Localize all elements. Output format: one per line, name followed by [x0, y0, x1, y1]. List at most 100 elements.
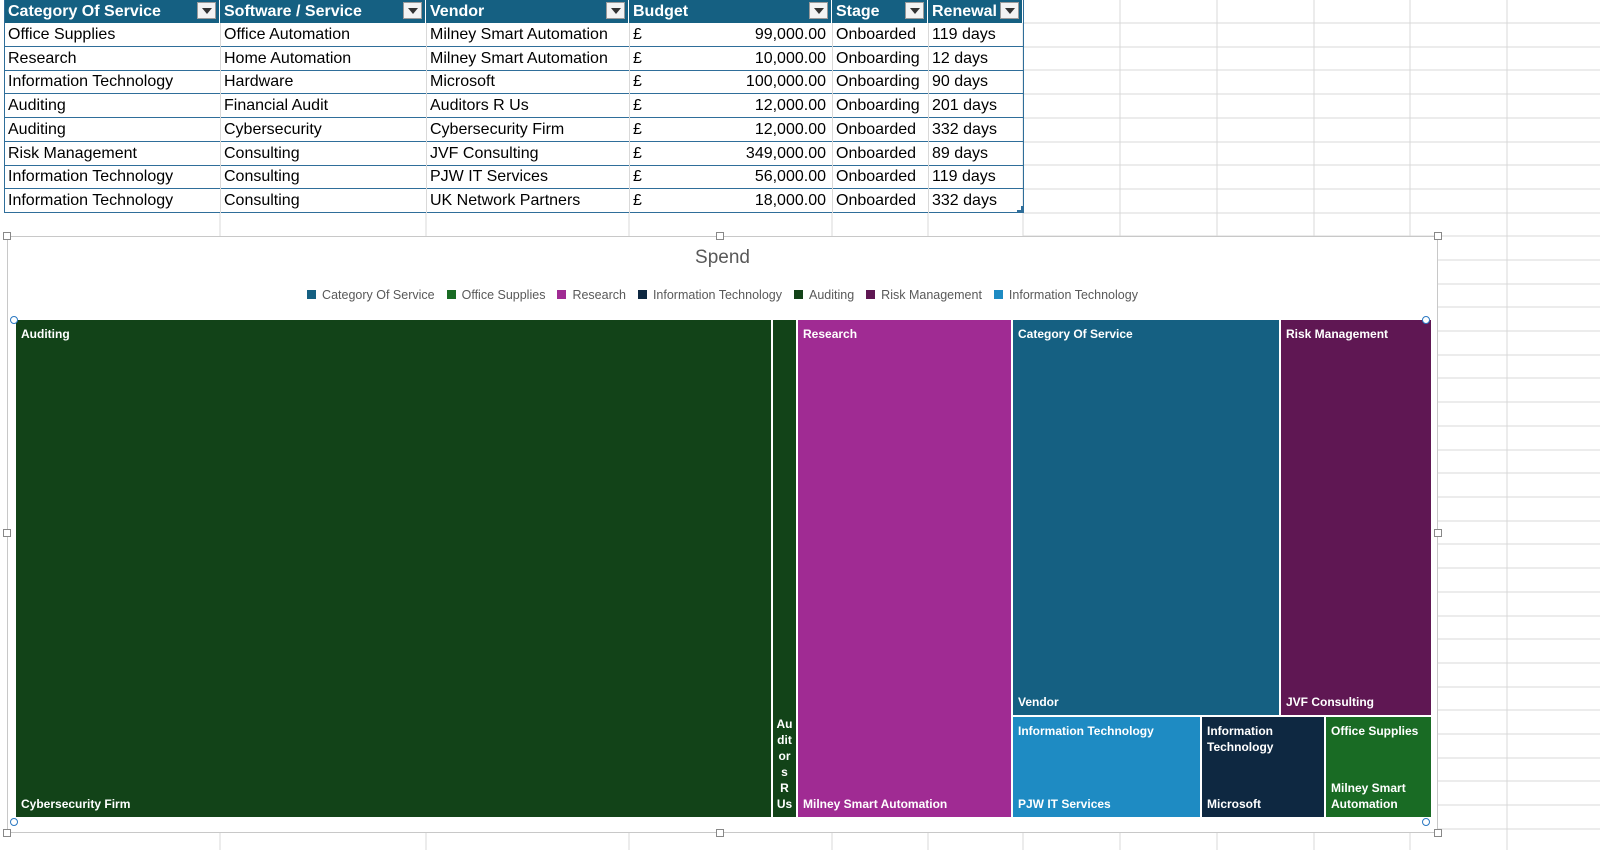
table-cell-currency[interactable]: £ [633, 73, 642, 91]
col-header-service[interactable]: Software / Service [220, 0, 426, 23]
treemap-tile[interactable]: Information Technology PJW IT Services [1013, 717, 1202, 819]
table-cell-stage[interactable]: Onboarded [836, 144, 917, 162]
table-resize-handle[interactable] [1017, 206, 1023, 212]
table-cell-renewal[interactable]: 119 days [932, 168, 996, 186]
legend-item[interactable]: Research [557, 288, 626, 302]
treemap-tile[interactable]: Auditors R Us [773, 320, 798, 819]
chart-resize-handle[interactable] [3, 829, 11, 837]
table-cell-stage[interactable]: Onboarded [836, 120, 917, 138]
legend-item[interactable]: Information Technology [993, 288, 1138, 302]
chart-resize-handle[interactable] [1434, 232, 1442, 240]
table-cell-budget[interactable]: 10,000.00 [754, 49, 826, 67]
table-cell-vendor[interactable]: Auditors R Us [430, 97, 529, 115]
table-cell-budget[interactable]: 18,000.00 [754, 191, 826, 209]
legend-item[interactable]: Information Technology [637, 288, 782, 302]
col-header-budget[interactable]: Budget [629, 0, 832, 23]
table-cell-currency[interactable]: £ [633, 26, 642, 43]
chart-resize-handle[interactable] [716, 232, 724, 240]
treemap-tile[interactable]: Auditing Cybersecurity Firm [16, 320, 773, 819]
table-cell-category[interactable]: Information Technology [8, 191, 174, 209]
table-cell-budget[interactable]: 349,000.00 [745, 144, 826, 162]
table-cell-category[interactable]: Risk Management [8, 144, 137, 162]
plot-area-handle[interactable] [10, 316, 18, 324]
table-cell-stage[interactable]: Onboarded [836, 26, 917, 43]
filter-dropdown-icon[interactable] [809, 2, 828, 19]
treemap-tile[interactable]: Office Supplies Milney Smart Automation [1326, 717, 1433, 819]
table-cell-vendor[interactable]: JVF Consulting [430, 144, 539, 162]
table-cell-renewal[interactable]: 12 days [932, 49, 989, 67]
filter-dropdown-icon[interactable] [403, 2, 422, 19]
legend-item[interactable]: Category Of Service [307, 288, 435, 302]
table-cell-category[interactable]: Auditing [8, 120, 66, 138]
table-cell-category[interactable]: Research [8, 49, 77, 67]
legend-item[interactable]: Office Supplies [446, 288, 545, 302]
table-cell-currency[interactable]: £ [633, 191, 642, 209]
plot-area-handle[interactable] [10, 818, 18, 826]
table-cell-category[interactable]: Information Technology [8, 73, 174, 91]
table-cell-category[interactable]: Office Supplies [8, 26, 116, 43]
table-cell-renewal[interactable]: 119 days [932, 26, 996, 43]
table-cell-vendor[interactable]: UK Network Partners [430, 191, 581, 209]
chart-resize-handle[interactable] [3, 529, 11, 537]
col-header-vendor[interactable]: Vendor [426, 0, 629, 23]
table-cell-service[interactable]: Hardware [224, 73, 294, 91]
filter-dropdown-icon[interactable] [1000, 2, 1019, 19]
plot-area-handle[interactable] [1422, 818, 1430, 826]
legend-item[interactable]: Risk Management [866, 288, 982, 302]
table-cell-vendor[interactable]: Milney Smart Automation [430, 26, 608, 43]
chart-resize-handle[interactable] [1434, 829, 1442, 837]
table-cell-renewal[interactable]: 332 days [932, 191, 997, 209]
table-cell-renewal[interactable]: 89 days [932, 144, 989, 162]
table-cell-stage[interactable]: Onboarding [836, 97, 920, 115]
table-cell-budget[interactable]: 12,000.00 [754, 120, 826, 138]
chart-resize-handle[interactable] [3, 232, 11, 240]
table-cell-service[interactable]: Consulting [224, 168, 300, 186]
table-cell-service[interactable]: Home Automation [224, 49, 352, 67]
table-cell-vendor[interactable]: Microsoft [430, 73, 495, 91]
table-cell-renewal[interactable]: 201 days [932, 97, 997, 115]
table-cell-budget[interactable]: 99,000.00 [754, 26, 826, 43]
table-cell-stage[interactable]: Onboarding [836, 73, 920, 91]
filter-dropdown-icon[interactable] [197, 2, 216, 19]
table-cell-service[interactable]: Financial Audit [224, 97, 329, 115]
legend-item[interactable]: Auditing [793, 288, 854, 302]
treemap-tile[interactable]: Category Of Service Vendor [1013, 320, 1281, 717]
treemap-tile[interactable]: Information Technology Microsoft [1202, 717, 1326, 819]
chart-resize-handle[interactable] [716, 829, 724, 837]
table-cell-category[interactable]: Information Technology [8, 168, 174, 186]
table-cell-stage[interactable]: Onboarding [836, 49, 920, 67]
filter-dropdown-icon[interactable] [905, 2, 924, 19]
plot-area-handle[interactable] [1422, 316, 1430, 324]
table-cell-currency[interactable]: £ [633, 144, 642, 162]
filter-dropdown-icon[interactable] [606, 2, 625, 19]
table-cell-budget[interactable]: 12,000.00 [754, 97, 826, 115]
table-cell-service[interactable]: Office Automation [224, 26, 350, 43]
table-cell-vendor[interactable]: Cybersecurity Firm [430, 120, 565, 138]
table-cell-service[interactable]: Consulting [224, 191, 300, 209]
table-cell-budget[interactable]: 56,000.00 [754, 168, 826, 186]
table-cell-currency[interactable]: £ [633, 168, 642, 186]
table-cell-stage[interactable]: Onboarded [836, 168, 917, 186]
chart-resize-handle[interactable] [1434, 529, 1442, 537]
table-cell-renewal[interactable]: 332 days [932, 120, 997, 138]
treemap-chart[interactable]: Spend Category Of Service Office Supplies… [7, 236, 1438, 833]
table-cell-service[interactable]: Consulting [224, 144, 300, 162]
col-header-label: Renewal [932, 3, 997, 20]
col-header-category[interactable]: Category Of Service [4, 0, 220, 23]
col-header-stage[interactable]: Stage [832, 0, 928, 23]
treemap-tile[interactable]: Risk Management JVF Consulting [1281, 320, 1433, 717]
table-cell-stage[interactable]: Onboarded [836, 191, 917, 209]
table-cell-vendor[interactable]: Milney Smart Automation [430, 49, 608, 67]
row-divider [4, 117, 1023, 119]
table-cell-currency[interactable]: £ [633, 120, 642, 138]
table-cell-vendor[interactable]: PJW IT Services [430, 168, 548, 186]
table-cell-service[interactable]: Cybersecurity [224, 120, 322, 138]
treemap-tile[interactable]: Research Milney Smart Automation [798, 320, 1013, 819]
table-cell-budget[interactable]: 100,000.00 [745, 73, 826, 91]
col-header-renewal[interactable]: Renewal [928, 0, 1023, 23]
legend-label: Category Of Service [322, 288, 435, 302]
table-cell-category[interactable]: Auditing [8, 97, 66, 115]
table-cell-currency[interactable]: £ [633, 49, 642, 67]
table-cell-currency[interactable]: £ [633, 97, 642, 115]
table-cell-renewal[interactable]: 90 days [932, 73, 989, 91]
